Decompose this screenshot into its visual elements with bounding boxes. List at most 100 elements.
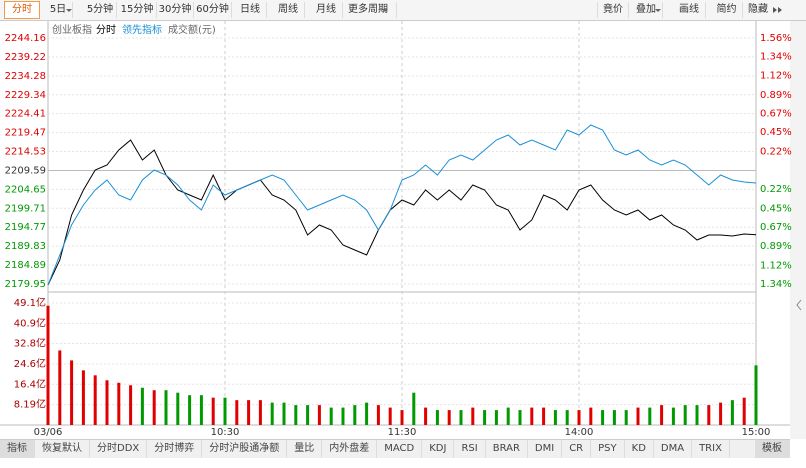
y2-tick-label: 1.56% — [760, 33, 792, 44]
bar — [258, 400, 262, 425]
bar — [223, 397, 227, 425]
tab[interactable]: 15分钟 — [118, 2, 157, 18]
bar — [435, 410, 439, 425]
y-tick-label: 2244.16 — [5, 33, 46, 44]
tab[interactable]: 叠加 — [632, 2, 663, 18]
legend-entry: 分时 — [96, 24, 116, 36]
y2-tick-label: 0.89% — [760, 90, 792, 101]
y-tick-label: 40.9亿 — [14, 316, 46, 329]
tab[interactable]: 月线 — [310, 2, 343, 18]
indicator-tabs: 指标 恢复默认 分时DDX 分时博弈 分时沪股通净额 量比 内外盘差 MACD KDJ RSI BR… — [0, 439, 790, 458]
tab[interactable]: 简约 — [711, 2, 743, 18]
legend-title: 创业板指 — [52, 23, 92, 36]
y2-tick-label: 0.67% — [760, 108, 792, 119]
bar — [282, 402, 286, 425]
bar — [648, 407, 652, 425]
y2-tick-label: 1.34% — [760, 52, 792, 63]
y-tick-label: 16.4亿 — [14, 377, 46, 390]
y-tick-label: 2194.77 — [5, 222, 46, 233]
bar — [459, 410, 463, 425]
y-tick-label: 2224.41 — [5, 109, 46, 120]
tab[interactable]: 5分钟 — [84, 2, 117, 18]
indicator-tab[interactable]: DMA — [654, 440, 693, 458]
y-tick-label: 2209.59 — [5, 165, 46, 176]
indicator-tab[interactable]: 指标 — [0, 440, 35, 458]
indicator-tab[interactable]: KD — [625, 440, 654, 458]
x-tick-label: 03/06 — [34, 427, 63, 438]
bar — [176, 392, 180, 425]
y-tick-label: 24.6亿 — [14, 357, 46, 370]
bar — [400, 410, 404, 425]
bar — [105, 380, 109, 425]
bar — [199, 395, 203, 425]
y-tick-label: 49.1亿 — [14, 296, 46, 309]
tab[interactable]: 画线 — [673, 2, 706, 18]
indicator-tab[interactable]: CR — [562, 440, 592, 458]
tab[interactable]: 更多周期 — [345, 2, 397, 18]
y-tick-label: 2219.47 — [5, 128, 46, 139]
y-tick-label: 2214.53 — [5, 147, 46, 158]
y2-tick-label: 1.34% — [760, 279, 792, 290]
indicator-tab[interactable]: 模板 — [755, 440, 790, 458]
bar — [317, 405, 321, 425]
tab[interactable]: 竟价 — [597, 2, 629, 18]
tab[interactable]: 分时 — [4, 1, 40, 19]
bar — [707, 405, 711, 425]
y-tick-label: 2184.89 — [5, 260, 46, 271]
tab[interactable]: 60分钟 — [194, 2, 232, 18]
bar — [624, 410, 628, 425]
scrollbar — [790, 21, 806, 439]
bar — [58, 350, 62, 425]
indicator-tab[interactable]: 分时沪股通净额 — [202, 440, 288, 458]
y2-tick-label: 1.12% — [760, 260, 792, 271]
bar — [188, 395, 192, 425]
bar — [353, 405, 357, 425]
x-tick-label: 11:30 — [388, 427, 417, 438]
bar — [140, 387, 144, 425]
bar — [152, 390, 156, 425]
bar — [742, 397, 746, 425]
bar — [754, 365, 758, 425]
bar — [589, 407, 593, 425]
indicator-tab[interactable]: BRAR — [486, 440, 528, 458]
bar — [294, 405, 298, 425]
bar — [553, 410, 557, 425]
bar — [81, 370, 85, 425]
legend-title: 成交额(元) — [168, 23, 216, 36]
bar — [164, 390, 168, 425]
bar — [341, 407, 345, 425]
bar — [565, 410, 569, 425]
indicator-tab[interactable]: 恢复默认 — [35, 440, 90, 458]
toolbar: 分时 5日 5分钟 15分钟 30分钟 60分钟 日线 周线 月线 更多周期 竟… — [0, 0, 806, 21]
tab[interactable]: 30分钟 — [157, 2, 194, 18]
indicator-tab[interactable]: 分时DDX — [90, 440, 148, 458]
y2-tick-label: 0.89% — [760, 241, 792, 252]
tab[interactable]: 5日 — [44, 2, 73, 18]
indicator-tab[interactable]: KDJ — [422, 440, 455, 458]
y-tick-label: 32.8亿 — [14, 337, 46, 350]
indicator-tab[interactable]: RSI — [454, 440, 486, 458]
y2-tick-label: 0.22% — [760, 184, 792, 195]
tab[interactable]: 隐藏 — [748, 4, 768, 15]
indicator-tab[interactable]: PSY — [591, 440, 625, 458]
y2-tick-label: 0.67% — [760, 222, 792, 233]
bar — [270, 402, 274, 425]
bar — [70, 360, 74, 425]
x-tick-label: 14:00 — [565, 427, 594, 438]
indicator-tab[interactable]: DMI — [528, 440, 563, 458]
y-tick-label: 2199.71 — [5, 203, 46, 214]
expand-arrows — [773, 7, 782, 13]
tab[interactable]: 日线 — [234, 2, 267, 18]
bar — [235, 400, 239, 425]
bar — [719, 402, 723, 425]
y-tick-label: 2229.34 — [5, 90, 46, 101]
indicator-tab[interactable]: 量比 — [287, 440, 323, 458]
indicator-tab[interactable]: TRIX — [692, 440, 730, 458]
indicator-tab[interactable]: MACD — [377, 440, 423, 458]
indicator-tab[interactable]: 内外盘差 — [322, 440, 378, 458]
indicator-tab[interactable]: 分时博弈 — [147, 440, 203, 458]
bar — [660, 405, 664, 425]
bar — [447, 410, 451, 425]
bar — [683, 405, 687, 425]
tab[interactable]: 周线 — [272, 2, 305, 18]
